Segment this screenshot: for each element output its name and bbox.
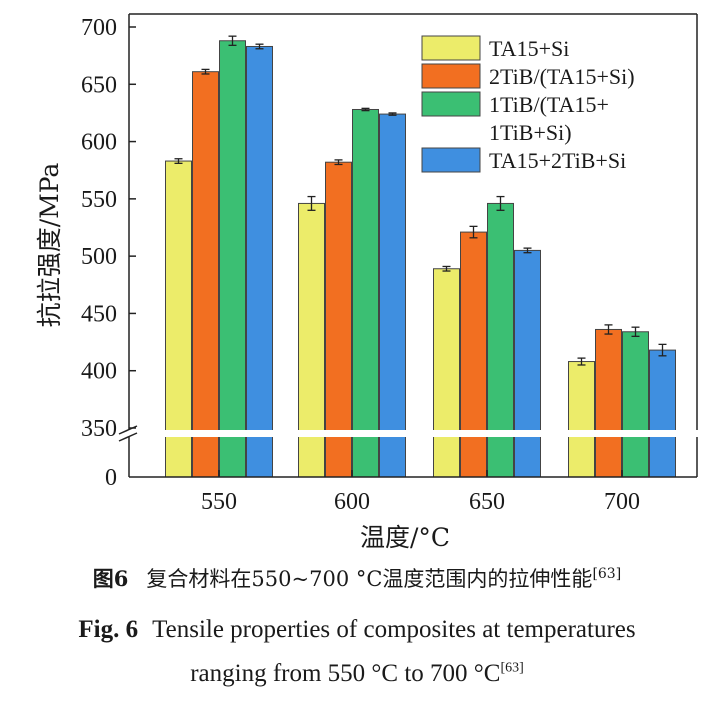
legend-label-3-0: TA15+2TiB+Si: [489, 148, 626, 173]
axes: [118, 13, 698, 478]
caption-zh-label: 图6: [92, 566, 129, 591]
caption-en-text-1: Tensile properties of composites at temp…: [152, 616, 636, 643]
legend-label-1-0: 2TiB/(TA15+Si): [489, 64, 635, 89]
bar-2-550: [219, 40, 246, 478]
bar-1-700: [595, 328, 622, 478]
error-bars-layer: [174, 35, 667, 366]
legend-label-2-0: 1TiB/(TA15+: [489, 92, 609, 117]
y-tick-label-650: 650: [81, 72, 117, 98]
bar-1-650: [460, 231, 487, 478]
bar-3-700: [649, 349, 676, 478]
caption-english-line1: Fig. 6 Tensile properties of composites a…: [0, 616, 714, 644]
y-tick-label-350: 350: [81, 416, 117, 442]
axis-break: [109, 430, 699, 437]
bar-1-550: [192, 71, 219, 478]
y-axis-label: 抗拉强度/MPa: [35, 163, 64, 328]
bar-2-700: [622, 331, 649, 478]
y-tick-label-450: 450: [81, 301, 117, 327]
x-tick-label-650: 650: [469, 489, 505, 515]
bar-3-550: [246, 45, 273, 478]
tick-labels: 0 350 400 450 500 550 600 650 700 550 600 650 700: [81, 15, 640, 515]
axis-break-band: [109, 430, 699, 437]
bar-0-550: [165, 160, 192, 478]
caption-en-label: Fig. 6: [78, 616, 139, 643]
x-tick-label-700: 700: [604, 489, 640, 515]
break-slash-2: [118, 432, 138, 442]
legend-swatch-3: [421, 147, 481, 173]
caption-en-ref: [63]: [500, 660, 524, 676]
bar-1-600: [325, 161, 352, 478]
caption-zh-text: 复合材料在550~700 °C温度范围内的拉伸性能: [146, 567, 593, 591]
bar-3-650: [514, 249, 541, 478]
tensile-strength-chart: 0 350 400 450 500 550 600 650 700 550 600 650 700 TA…: [35, 13, 699, 552]
caption-chinese: 图6 复合材料在550~700 °C温度范围内的拉伸性能[63]: [0, 563, 714, 593]
x-tick-label-550: 550: [201, 489, 237, 515]
y-tick-label-0: 0: [105, 465, 117, 491]
bar-0-650: [433, 268, 460, 478]
caption-en-text-2: ranging from 550 °C to 700 °C: [190, 660, 501, 687]
legend: TA15+Si 2TiB/(TA15+Si) 1TiB/(TA15+ 1TiB+Si)…: [421, 35, 635, 173]
bar-3-600: [379, 113, 406, 478]
caption-english-line2: ranging from 550 °C to 700 °C[63]: [0, 660, 714, 688]
legend-label-2-1: 1TiB+Si): [489, 120, 572, 145]
x-tick-label-600: 600: [334, 489, 370, 515]
bar-2-600: [352, 108, 379, 478]
bar-0-700: [568, 361, 595, 478]
caption-zh-ref: [63]: [592, 566, 622, 582]
legend-swatch-0: [421, 35, 481, 61]
legend-swatch-2: [421, 91, 481, 117]
y-tick-label-700: 700: [81, 15, 117, 41]
y-tick-label-600: 600: [81, 130, 117, 156]
x-axis-label: 温度/°C: [360, 523, 450, 552]
legend-label-0-0: TA15+Si: [489, 36, 569, 61]
y-tick-label-500: 500: [81, 244, 117, 270]
y-tick-label-400: 400: [81, 359, 117, 385]
legend-swatch-1: [421, 63, 481, 89]
y-tick-label-550: 550: [81, 187, 117, 213]
